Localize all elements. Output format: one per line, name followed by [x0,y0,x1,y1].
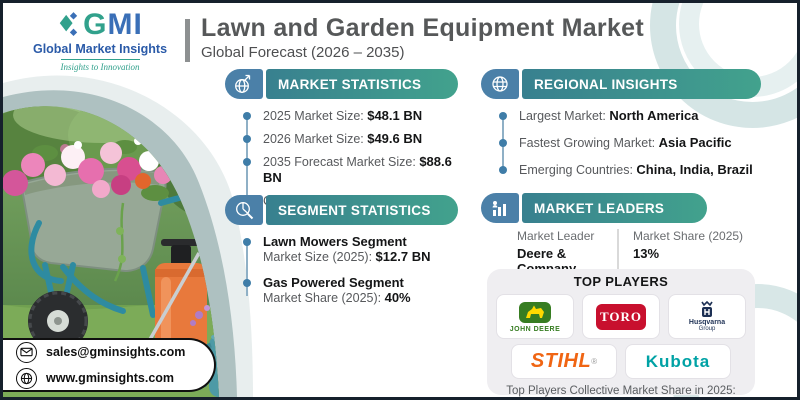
garden-photo [3,75,253,397]
page-subtitle: Global Forecast (2026 – 2035) [201,44,405,61]
section-market-statistics: MARKET STATISTICS 2025 Market Size: $48.… [225,69,458,216]
list-item: Largest Market: North America [499,108,761,124]
contact-website-text: www.gminsights.com [46,371,175,385]
brand-name: Global Market Insights [32,42,168,56]
section-title: REGIONAL INSIGHTS [522,69,761,99]
brand-tagline: Insights to Innovation [60,59,140,72]
gmi-diamond-icon [59,12,78,36]
top-players-box: TOP PLAYERS JOHN DEERE TORO Husqvarna [487,269,755,397]
envelope-icon [16,341,37,363]
kubota-logo: Kubota [625,344,731,379]
john-deere-logo: JOHN DEERE [496,294,574,339]
list-item: Fastest Growing Market: Asia Pacific [499,135,761,151]
top-players-caption: Top Players Collective Market Share in 2… [506,385,736,397]
title-block: Lawn and Garden Equipment Market Global … [185,14,644,62]
market-leaders-content: Market Leader Deere & Company Market Sha… [517,229,767,276]
contact-panel: sales@gminsights.com www.gminsights.com [3,338,216,392]
top-players-title: TOP PLAYERS [573,274,669,289]
section-segment-statistics: SEGMENT STATISTICS Lawn Mowers Segment M… [225,195,458,316]
section-title: MARKET LEADERS [522,193,707,223]
globe-icon [16,367,37,389]
john-deere-icon [519,301,551,323]
contact-website[interactable]: www.gminsights.com [16,367,214,389]
section-market-leaders: MARKET LEADERS Market Leader Deere & Com… [481,193,743,276]
globe-trend-icon [225,69,263,99]
section-regional-insights: REGIONAL INSIGHTS Largest Market: North … [481,69,761,185]
globe-icon [481,69,519,99]
list-item: Lawn Mowers Segment Market Size (2025): … [243,234,458,265]
pie-magnifier-icon [225,195,263,225]
husqvarna-crown-icon [701,300,713,317]
leader-chart-icon [481,193,519,223]
contact-email[interactable]: sales@gminsights.com [16,341,214,363]
section-title: SEGMENT STATISTICS [266,195,458,225]
share-label: Market Share (2025) [633,229,744,243]
gmi-monogram: GMI [83,8,143,41]
contact-email-text: sales@gminsights.com [46,345,186,359]
share-value: 13% [633,246,660,261]
market-statistics-list: 2025 Market Size: $48.1 BN 2026 Market S… [243,108,458,209]
leader-label: Market Leader [517,229,595,243]
husqvarna-logo: Husqvarna Group [668,294,746,339]
stihl-logo: STIHL ® [511,344,617,379]
toro-logo: TORO [582,294,660,339]
section-title: MARKET STATISTICS [266,69,458,99]
list-item: Gas Powered Segment Market Share (2025):… [243,275,458,306]
list-item: 2026 Market Size: $49.6 BN [243,131,458,147]
page-title: Lawn and Garden Equipment Market [201,14,644,42]
list-item: 2035 Forecast Market Size: $88.6 BN [243,154,458,186]
list-item: Emerging Countries: China, India, Brazil [499,162,761,178]
segment-statistics-list: Lawn Mowers Segment Market Size (2025): … [243,234,458,306]
list-item: 2025 Market Size: $48.1 BN [243,108,458,124]
gmi-logo: GMI Global Market Insights Insights to I… [25,9,175,75]
regional-insights-list: Largest Market: North America Fastest Gr… [499,108,761,178]
